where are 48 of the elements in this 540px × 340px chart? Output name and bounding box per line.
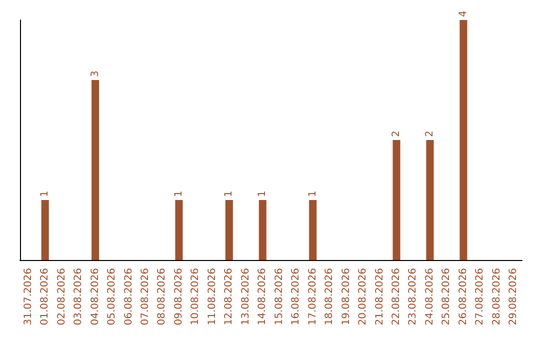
bar: [426, 140, 434, 260]
x-tick-label: 16.08.2026: [290, 268, 302, 326]
bar: [41, 200, 49, 260]
x-tick-label: 11.08.2026: [206, 268, 218, 326]
x-tick-label: 21.08.2026: [374, 268, 386, 326]
x-tick-label: 23.08.2026: [408, 268, 419, 326]
x-tick-label: 03.08.2026: [73, 268, 84, 326]
x-tick-label: 27.08.2026: [474, 268, 486, 326]
x-tick-label: 26.08.2026: [458, 268, 469, 326]
bar: [309, 200, 317, 260]
x-tick-label: 22.08.2026: [391, 268, 402, 326]
data-label: 1: [257, 190, 268, 197]
x-tick-label: 04.08.2026: [90, 268, 101, 326]
x-tick-label: 06.08.2026: [123, 268, 134, 326]
x-tick-label: 19.08.2026: [340, 268, 352, 326]
data-label: 3: [90, 70, 101, 77]
x-tick-label: 17.08.2026: [307, 268, 318, 326]
x-tick-label: 18.08.2026: [324, 268, 336, 326]
data-label: 1: [307, 190, 318, 197]
data-label: 2: [391, 130, 402, 137]
x-tick-label: 12.08.2026: [224, 268, 235, 326]
x-tick-label: 31.07.2026: [22, 268, 34, 326]
x-tick-label: 09.08.2026: [173, 268, 184, 326]
bar: [225, 200, 233, 260]
x-tick-label: 24.08.2026: [424, 268, 436, 326]
bar: [92, 80, 100, 260]
x-tick-label: 25.08.2026: [441, 268, 452, 326]
x-tick-label: 01.08.2026: [40, 268, 51, 326]
x-tick-label: 29.08.2026: [508, 268, 520, 326]
x-tick-label: 13.08.2026: [240, 268, 252, 326]
data-label: 1: [173, 190, 184, 197]
x-tick-label: 15.08.2026: [274, 268, 285, 326]
x-tick-label: 02.08.2026: [56, 268, 68, 326]
x-tick-label: 05.08.2026: [106, 268, 118, 326]
data-label: 1: [40, 190, 51, 197]
x-tick-label: 20.08.2026: [358, 268, 369, 326]
x-tick-label: 10.08.2026: [190, 268, 202, 326]
bar: [258, 200, 266, 260]
data-label: 4: [458, 10, 469, 17]
x-tick-label: 14.08.2026: [257, 268, 268, 326]
x-tick-label: 08.08.2026: [156, 268, 168, 326]
bar: [175, 200, 183, 260]
data-label: 1: [224, 190, 235, 197]
data-label: 2: [424, 130, 436, 137]
bar: [460, 20, 468, 260]
x-tick-label: 07.08.2026: [140, 268, 151, 326]
bar: [392, 140, 400, 260]
x-tick-label: 28.08.2026: [491, 268, 502, 326]
